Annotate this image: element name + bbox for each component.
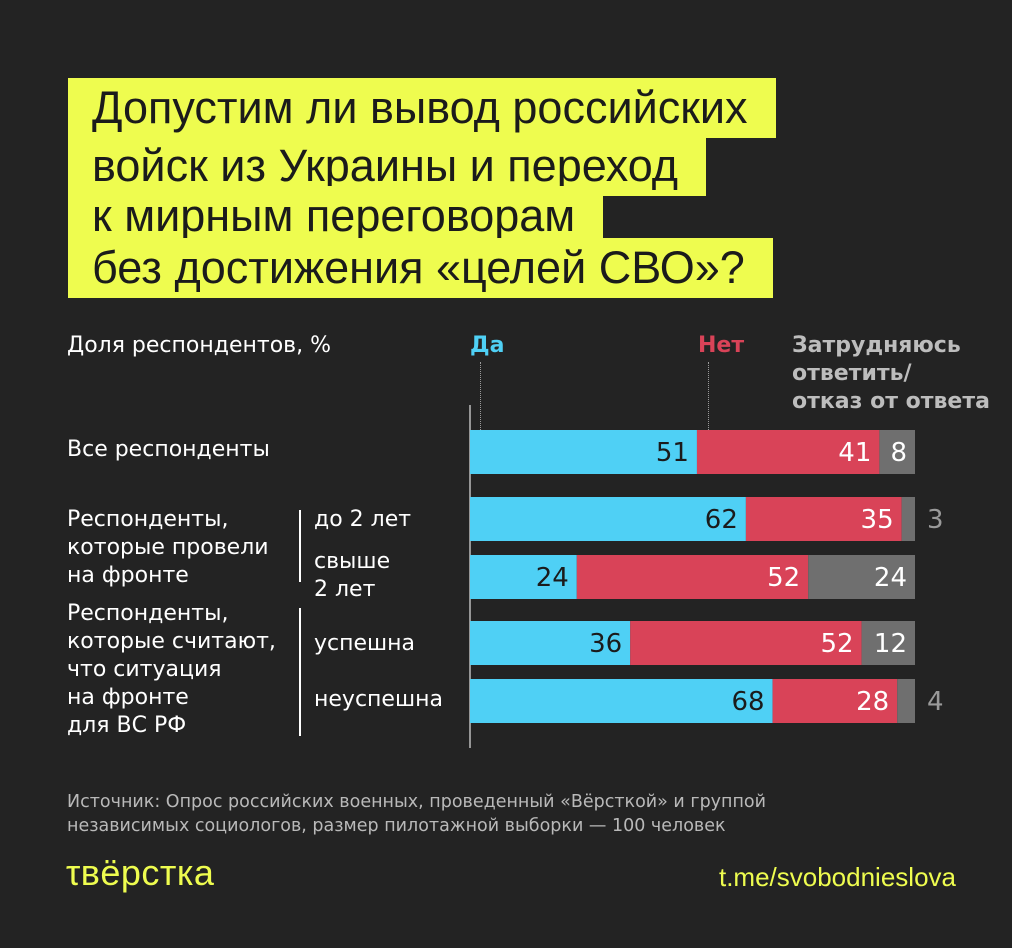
bar-no-4 (772, 679, 898, 723)
subgroup-label-over2-line-1: свыше (314, 549, 391, 574)
subgroup-label-over2-line-2: 2 лет (314, 577, 376, 602)
headline-line-1: Допустим ли вывод российских (68, 78, 776, 138)
data-label-unsure-4: 4 (927, 687, 944, 717)
bar-no-2 (576, 555, 809, 599)
data-label-no-4: 28 (856, 687, 889, 717)
data-label-no-3: 52 (821, 629, 854, 659)
data-label-unsure-2: 24 (874, 563, 907, 593)
group-label-front-time: Респонденты, которые провели на фронте (67, 506, 269, 590)
bar-yes-4 (470, 679, 773, 723)
data-label-unsure-0: 8 (890, 438, 907, 468)
brand-logo: τвёрстка (66, 852, 215, 893)
bar-no-0 (696, 430, 880, 474)
bracket-front-time (299, 510, 301, 582)
legend-unsure: Затрудняюсь ответить/ отказ от ответа (792, 332, 990, 416)
data-label-unsure-3: 12 (874, 629, 907, 659)
data-label-no-0: 41 (838, 438, 871, 468)
bar-unsure-0 (879, 430, 915, 474)
data-label-no-2: 52 (767, 563, 800, 593)
subgroup-label-over2: свыше 2 лет (314, 548, 390, 604)
subgroup-label-fail: неуспешна (314, 687, 443, 712)
bar-unsure-4 (897, 679, 915, 723)
legend-yes: Да (470, 333, 505, 358)
headline-line-3: к мирным переговорам (68, 186, 604, 246)
group-label-front-view-line-5: для ВС РФ (67, 713, 187, 738)
bar-yes-3 (470, 621, 631, 665)
legend-unsure-line-3: отказ от ответа (792, 389, 990, 414)
bar-yes-0 (470, 430, 697, 474)
legend-yes-leader (480, 362, 481, 430)
source-line-2: независимых социологов, размер пилотажно… (67, 816, 726, 836)
subgroup-label-success: успешна (314, 631, 416, 656)
bar-unsure-1 (901, 497, 915, 541)
group-label-front-view-line-2: которые считают, (67, 629, 276, 654)
bar-unsure-3 (861, 621, 915, 665)
bar-yes-1 (470, 497, 746, 541)
legend-unsure-line-2: ответить/ (792, 361, 912, 386)
data-label-yes-4: 68 (732, 687, 765, 717)
data-label-no-1: 35 (861, 505, 894, 535)
group-label-front-view: Респонденты, которые считают, что ситуац… (67, 600, 276, 740)
data-label-yes-0: 51 (656, 438, 689, 468)
bar-no-3 (630, 621, 862, 665)
group-label-front-time-line-1: Респонденты, (67, 507, 229, 532)
legend-no: Нет (698, 333, 745, 358)
data-label-yes-2: 24 (536, 563, 569, 593)
bar-yes-2 (470, 555, 577, 599)
bar-no-1 (745, 497, 902, 541)
group-label-all: Все респонденты (67, 437, 270, 462)
bar-unsure-2 (808, 555, 915, 599)
channel-link[interactable]: t.me/svobodnieslova (718, 862, 956, 892)
headline-line-4: без достижения «целей СВО»? (68, 238, 773, 298)
legend-no-leader (708, 362, 709, 430)
legend-unsure-line-1: Затрудняюсь (792, 333, 961, 358)
axis-caption: Доля респондентов, % (67, 333, 332, 358)
group-label-front-view-line-1: Респонденты, (67, 601, 229, 626)
group-label-front-view-line-3: что ситуация (67, 657, 222, 682)
data-label-unsure-1: 3 (927, 505, 944, 535)
data-label-yes-1: 62 (705, 505, 738, 535)
bracket-front-view (299, 608, 301, 736)
group-label-front-view-line-4: на фронте (67, 685, 189, 710)
group-label-front-time-line-2: которые провели (67, 535, 269, 560)
source-note: Источник: Опрос российских военных, пров… (67, 790, 766, 838)
source-line-1: Источник: Опрос российских военных, пров… (67, 792, 766, 812)
subgroup-label-under2: до 2 лет (314, 507, 412, 532)
group-label-front-time-line-3: на фронте (67, 563, 189, 588)
data-label-yes-3: 36 (589, 629, 622, 659)
